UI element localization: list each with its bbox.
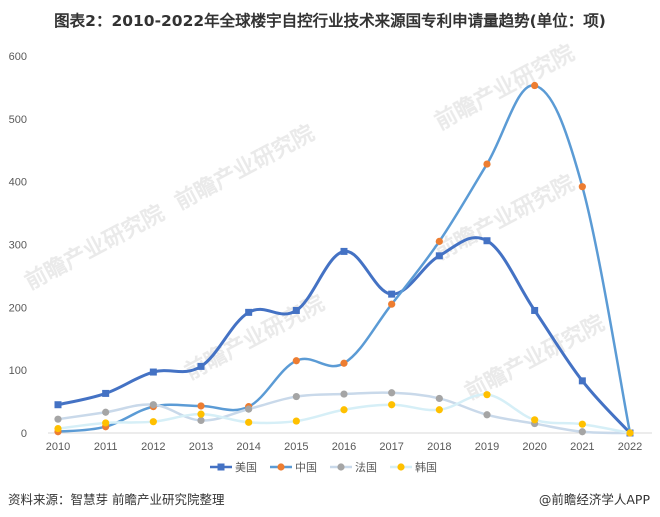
data-point <box>102 408 110 416</box>
y-tick-label: 100 <box>9 365 27 377</box>
x-tick-label: 2019 <box>475 441 499 453</box>
x-tick-label: 2022 <box>618 441 642 453</box>
data-point <box>388 290 396 298</box>
x-tick-label: 2013 <box>189 441 213 453</box>
legend: 美国 中国 法国 韩国 <box>210 460 437 474</box>
data-point <box>292 357 300 365</box>
x-tick-label: 2012 <box>141 441 165 453</box>
data-point <box>531 306 539 314</box>
data-point <box>578 377 586 385</box>
data-point <box>149 418 157 426</box>
legend-item: 中国 <box>270 461 317 474</box>
legend-item: 美国 <box>210 461 257 474</box>
x-tick-label: 2015 <box>284 441 308 453</box>
watermark-text: 前瞻产业研究院 <box>431 40 579 135</box>
data-point <box>531 81 539 90</box>
data-point <box>102 389 110 397</box>
data-point <box>54 401 62 409</box>
chart-title: 图表2：2010-2022年全球楼宇自控行业技术来源国专利申请量趋势(单位：项) <box>54 12 606 30</box>
data-point <box>340 359 348 367</box>
legend-marker <box>337 463 345 471</box>
data-point <box>578 428 586 436</box>
data-point <box>197 402 205 410</box>
data-point <box>483 411 491 419</box>
data-point <box>483 160 491 168</box>
watermark-text: 前瞻产业研究院 <box>431 170 579 265</box>
data-point <box>435 237 443 245</box>
series-中国 <box>54 81 634 437</box>
data-point <box>54 425 62 433</box>
x-tick-label: 2017 <box>379 441 403 453</box>
data-point <box>483 237 491 245</box>
data-point <box>54 415 62 423</box>
series-line <box>56 84 632 435</box>
series-group <box>54 81 634 437</box>
x-tick-label: 2018 <box>427 441 451 453</box>
data-point <box>388 401 396 409</box>
data-point <box>388 300 396 308</box>
data-point <box>578 420 586 428</box>
y-tick-label: 0 <box>21 428 27 440</box>
legend-marker <box>277 463 285 471</box>
data-point <box>102 419 110 427</box>
data-point <box>245 405 253 413</box>
data-point <box>292 392 300 401</box>
legend-label: 美国 <box>235 461 257 474</box>
legend-label: 韩国 <box>415 460 437 474</box>
data-point <box>483 391 491 399</box>
source-note: 资料来源：智慧芽 前瞻产业研究院整理 <box>8 492 225 507</box>
y-tick-label: 300 <box>9 240 27 252</box>
y-tick-label: 500 <box>9 114 27 126</box>
data-point <box>435 406 443 414</box>
data-point <box>531 416 539 424</box>
data-point <box>149 368 157 376</box>
data-point <box>197 416 205 425</box>
data-point <box>197 410 205 418</box>
data-point <box>340 406 348 414</box>
data-point <box>149 401 157 409</box>
x-tick-label: 2010 <box>46 441 70 453</box>
watermark-text: 前瞻产业研究院 <box>21 200 169 295</box>
x-tick-label: 2016 <box>332 441 356 453</box>
legend-marker <box>217 463 225 471</box>
data-point <box>388 389 396 397</box>
brand-note: @前瞻经济学人APP <box>538 492 650 507</box>
data-point <box>292 306 300 314</box>
data-point <box>245 418 253 426</box>
x-tick-label: 2014 <box>236 441 260 453</box>
data-point <box>340 390 348 398</box>
watermark-text: 前瞻产业研究院 <box>171 120 319 215</box>
data-point <box>245 308 253 316</box>
data-point <box>435 394 443 403</box>
legend-marker <box>397 463 405 471</box>
data-point <box>626 429 634 437</box>
series-美国 <box>54 236 634 437</box>
data-point <box>292 417 300 425</box>
x-tick-label: 2021 <box>570 441 594 453</box>
data-point <box>197 362 205 370</box>
series-韩国 <box>54 391 634 437</box>
x-tick-label: 2020 <box>522 441 546 453</box>
data-point <box>435 252 443 260</box>
x-tick-label: 2011 <box>94 441 118 453</box>
data-point <box>578 183 586 191</box>
watermark-text: 前瞻产业研究院 <box>461 310 609 405</box>
y-tick-label: 400 <box>9 177 27 189</box>
watermark-text: 前瞻产业研究院 <box>181 290 329 385</box>
legend-label: 中国 <box>295 461 317 474</box>
legend-item: 韩国 <box>390 460 437 474</box>
legend-label: 法国 <box>355 460 377 474</box>
y-tick-label: 200 <box>9 302 27 314</box>
data-point <box>340 247 348 255</box>
series-line <box>56 393 632 435</box>
axes: 0 100 200 300 400 500 600 2010 2011 2012 2013 2014 2… <box>9 51 652 453</box>
legend-item: 法国 <box>330 460 377 474</box>
y-tick-label: 600 <box>9 51 27 63</box>
